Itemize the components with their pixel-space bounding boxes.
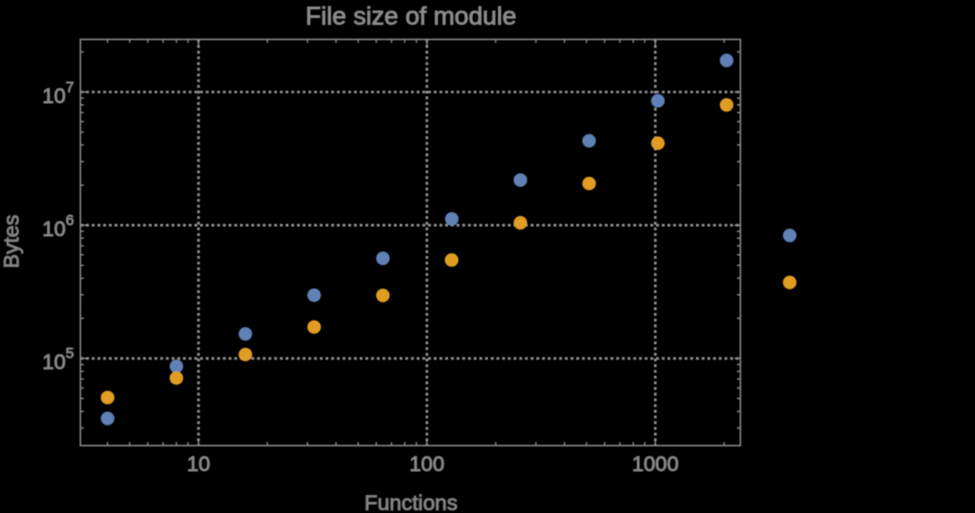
svg-text:Functions: Functions <box>364 491 457 513</box>
svg-text:10: 10 <box>187 453 210 476</box>
svg-text:File size of module: File size of module <box>306 2 517 30</box>
svg-text:1000: 1000 <box>632 453 679 476</box>
svg-text:Bytes: Bytes <box>0 215 24 269</box>
svg-text:100: 100 <box>409 453 444 476</box>
